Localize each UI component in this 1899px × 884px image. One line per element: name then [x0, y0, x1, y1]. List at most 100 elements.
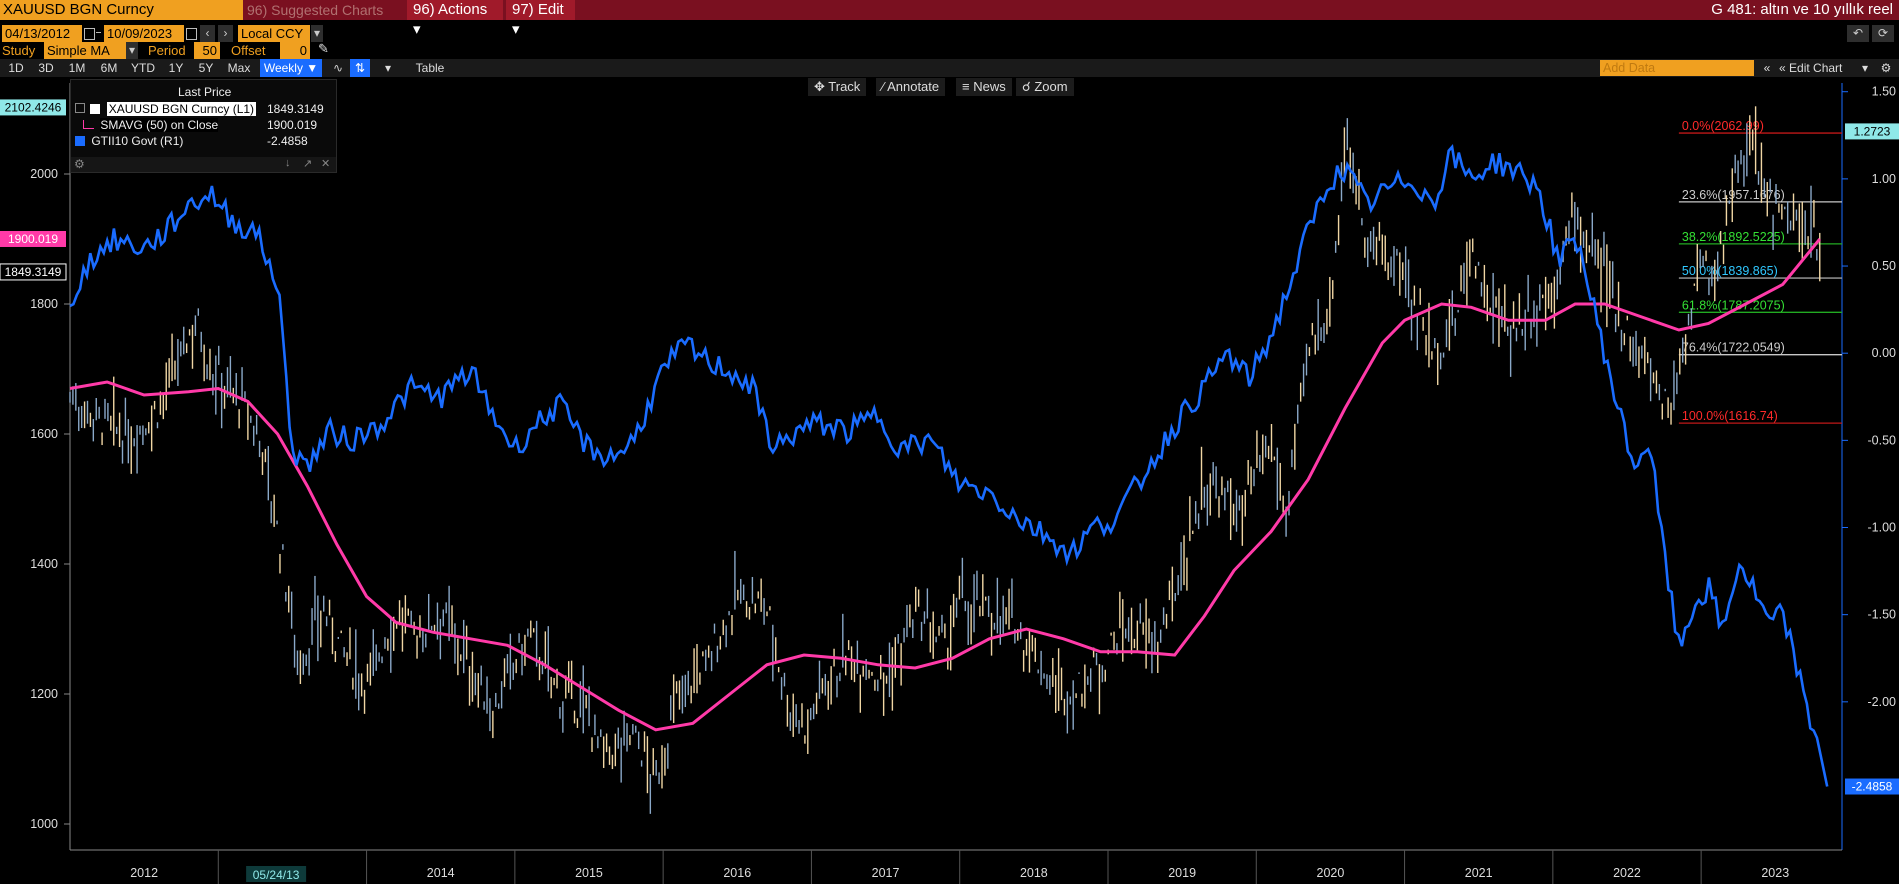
- settings-icon[interactable]: ⚙: [1880, 61, 1892, 75]
- start-date-field[interactable]: 04/13/2012: [2, 25, 82, 42]
- edit-menu[interactable]: 97) Edit ▾: [506, 0, 575, 38]
- right-tick-label: 1.00: [1872, 172, 1896, 186]
- legend-row-real-yield[interactable]: GTII10 Govt (R1) -2.4858: [75, 134, 332, 149]
- collapse-left-icon[interactable]: «: [1763, 61, 1771, 75]
- right-tick-label: -0.50: [1868, 433, 1897, 447]
- left-value-tag-text: 1849.3149: [5, 265, 62, 279]
- last-value-labels: 2102.4246 1900.019 1849.3149 1.2723 -2.4858: [0, 99, 1899, 795]
- annotate-tool[interactable]: ∕ Annotate: [876, 78, 946, 96]
- close-icon[interactable]: ✕: [321, 158, 331, 170]
- fib-label: 100.0%(1616.74): [1682, 409, 1778, 423]
- left-value-tag: [0, 230, 66, 247]
- range-1y[interactable]: 1Y: [168, 61, 184, 75]
- security-input[interactable]: XAUUSD BGN Curncy: [0, 0, 243, 20]
- actions-menu[interactable]: 96) Actions ▾: [407, 0, 503, 38]
- fib-label: 23.6%(1957.1676): [1682, 188, 1785, 202]
- right-tick-label: -2.00: [1868, 695, 1897, 709]
- range-1d[interactable]: 1D: [8, 61, 24, 75]
- news-icon: ≡: [962, 79, 974, 94]
- legend-swatch-gold: [90, 104, 101, 114]
- settings-icon[interactable]: ⚙: [74, 157, 85, 171]
- calendar-icon[interactable]: [186, 28, 197, 40]
- left-tick-label: 1400: [30, 557, 58, 571]
- legend-title: Last Price: [178, 85, 232, 99]
- x-cursor-label-bg: [246, 866, 307, 882]
- left-tick-label: 2000: [30, 167, 58, 181]
- range-3d[interactable]: 3D: [38, 61, 54, 75]
- zoom-tool[interactable]: ☌ Zoom: [1016, 78, 1074, 96]
- pencil-icon[interactable]: ✎: [318, 41, 329, 56]
- refresh-icon[interactable]: ⟳: [1872, 25, 1894, 42]
- chevron-down-icon[interactable]: ▾: [311, 25, 323, 42]
- magnifier-icon: ☌: [1022, 79, 1035, 94]
- left-y-axis: 1000 1200 1400 1600 1800 2000: [30, 167, 70, 831]
- previous-period-button[interactable]: ‹: [200, 25, 215, 42]
- x-tick-label: 2012: [130, 866, 158, 880]
- frequency-select[interactable]: Weekly ▼: [260, 59, 322, 77]
- collapse-icon: «: [1779, 61, 1790, 75]
- legend-name: SMAVG (50) on Close: [100, 118, 219, 132]
- x-tick-label: 2020: [1317, 866, 1345, 880]
- left-value-tag: [0, 99, 66, 116]
- x-tick-label: 2017: [872, 866, 900, 880]
- end-date-field[interactable]: 10/09/2023: [104, 25, 184, 42]
- bar-chart-icon[interactable]: ⇅: [350, 59, 370, 77]
- legend-row-sma[interactable]: SMAVG (50) on Close 1900.019: [75, 118, 332, 133]
- legend-swatch-yield: [75, 136, 85, 146]
- undo-icon[interactable]: ↶: [1847, 25, 1869, 42]
- right-tick-label: -1.00: [1868, 521, 1897, 535]
- left-tick-label: 1200: [30, 687, 58, 701]
- right-value-tag: [1845, 778, 1899, 795]
- line-chart-icon[interactable]: ∿: [332, 61, 344, 75]
- news-label: News: [973, 79, 1006, 94]
- currency-select[interactable]: Local CCY: [238, 25, 310, 42]
- edit-chart-button[interactable]: « Edit Chart: [1779, 59, 1855, 77]
- legend-value: -2.4858: [267, 134, 308, 148]
- range-ytd[interactable]: YTD: [131, 61, 155, 75]
- offset-label: Offset: [231, 43, 266, 58]
- tree-icon: [75, 103, 85, 113]
- add-data-input[interactable]: Add Data: [1600, 60, 1754, 76]
- x-tick-label: 2019: [1168, 866, 1196, 880]
- chevron-down-icon[interactable]: ▾: [126, 42, 138, 59]
- suggested-charts-button[interactable]: 96) Suggested Charts: [247, 2, 384, 18]
- right-value-tag-text: 1.2723: [1854, 124, 1891, 138]
- left-value-tag: [0, 263, 67, 281]
- period-field[interactable]: 50: [194, 42, 220, 59]
- fib-label: 76.4%(1722.0549): [1682, 341, 1785, 355]
- date-separator: [96, 32, 101, 33]
- left-tick-label: 1600: [30, 427, 58, 441]
- next-period-button[interactable]: ›: [218, 25, 233, 42]
- x-tick-label: 2014: [427, 866, 455, 880]
- expand-icon[interactable]: ↗: [303, 158, 313, 170]
- track-tool[interactable]: ✥ Track: [808, 78, 867, 96]
- crosshair-icon: ✥: [814, 79, 829, 94]
- table-button[interactable]: Table: [415, 61, 445, 75]
- page-caption: G 481: altın ve 10 yıllık reel: [1711, 1, 1893, 18]
- chevron-down-icon[interactable]: ▾: [1861, 61, 1869, 75]
- news-tool[interactable]: ≡ News: [956, 78, 1012, 96]
- pin-icon[interactable]: ↓: [285, 157, 291, 169]
- x-tick-label: 2022: [1613, 866, 1641, 880]
- fibonacci-levels: 0.0%(2062.99) 23.6%(1957.1676) 38.2%(1892.…: [1678, 119, 1842, 424]
- calendar-icon[interactable]: [84, 28, 95, 40]
- legend-panel: Last Price XAUUSD BGN Curncy (L1) 1849.3…: [70, 79, 337, 173]
- legend-value: 1849.3149: [267, 102, 324, 116]
- chevron-down-icon[interactable]: ▾: [384, 61, 392, 75]
- left-value-tag-text: 2102.4246: [5, 100, 62, 114]
- range-5y[interactable]: 5Y: [198, 61, 214, 75]
- legend-footer: ⚙ ↓ ↗ ✕: [71, 157, 336, 172]
- legend-row-gold[interactable]: XAUUSD BGN Curncy (L1) 1849.3149: [75, 102, 332, 117]
- x-tick-label: 2021: [1465, 866, 1493, 880]
- x-cursor-label: 05/24/13: [253, 868, 300, 882]
- fib-label: 0.0%(2062.99): [1682, 119, 1764, 133]
- offset-field[interactable]: 0: [280, 42, 310, 59]
- x-tick-label: 2015: [575, 866, 603, 880]
- range-1m[interactable]: 1M: [68, 61, 86, 75]
- range-max[interactable]: Max: [227, 61, 251, 75]
- fib-label: 61.8%(1787.2075): [1682, 298, 1785, 312]
- range-6m[interactable]: 6M: [100, 61, 118, 75]
- study-select[interactable]: Simple MA: [44, 42, 126, 59]
- x-axis: 2012 2014 2015 2016 2017 2018 2019 2020 2021 2022…: [130, 850, 1789, 884]
